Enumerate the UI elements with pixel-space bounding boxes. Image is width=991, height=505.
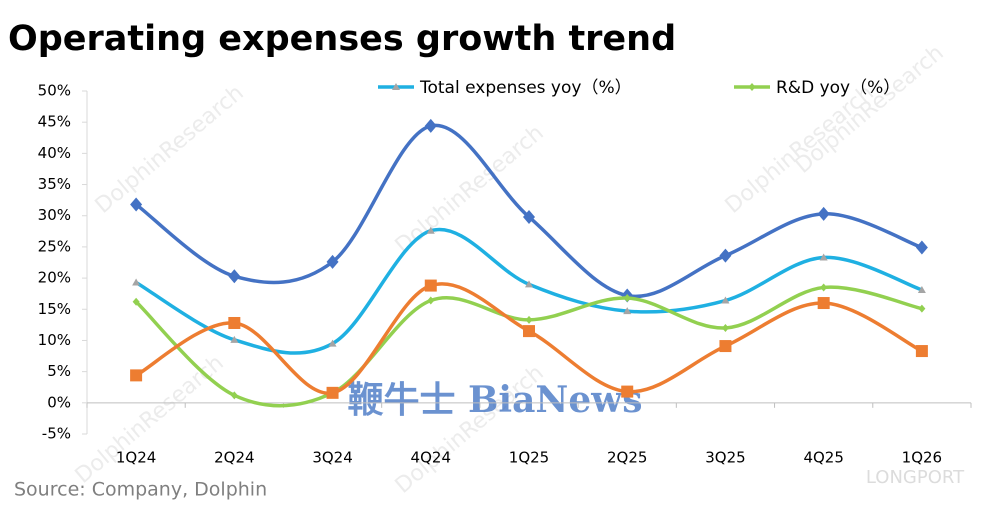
marker	[230, 335, 239, 343]
x-tick-label: 2Q25	[607, 449, 647, 467]
x-tick-label: 3Q24	[312, 449, 352, 467]
y-tick-label: 20%	[38, 269, 71, 287]
x-tick-label: 1Q24	[116, 449, 156, 467]
marker	[132, 297, 140, 306]
x-tick-label: 4Q24	[411, 449, 451, 467]
y-tick-label: 50%	[38, 82, 71, 100]
marker	[392, 83, 400, 90]
marker	[623, 294, 631, 303]
series-line	[135, 123, 923, 299]
y-tick-label: -5%	[42, 425, 71, 443]
y-tick-label: 25%	[38, 237, 71, 255]
y-tick-label: 45%	[38, 113, 71, 131]
source: Source: Company, Dolphin	[14, 479, 267, 501]
marker	[132, 278, 141, 286]
marker	[719, 340, 732, 353]
marker	[130, 369, 143, 382]
marker	[525, 315, 533, 324]
marker	[523, 209, 535, 224]
marker	[525, 280, 533, 288]
marker	[819, 253, 828, 261]
marker	[721, 296, 730, 304]
watermark: 鞭牛士 BiaNews	[347, 379, 642, 421]
y-tick-label: 5%	[47, 362, 71, 380]
marker	[228, 269, 241, 284]
x-tick-label: 1Q26	[902, 449, 942, 467]
marker	[424, 118, 437, 133]
marker	[817, 206, 830, 221]
x-tick-label: 4Q25	[803, 449, 843, 467]
marker	[820, 283, 828, 292]
marker	[228, 316, 241, 329]
marker	[748, 83, 756, 91]
marker	[326, 254, 339, 269]
y-tick-label: 35%	[38, 175, 71, 193]
marker	[721, 323, 729, 332]
x-tick-label: 2Q24	[214, 449, 254, 467]
y-tick-label: 30%	[38, 206, 71, 224]
series-line	[135, 227, 923, 355]
marker	[326, 386, 339, 399]
chart-title: Operating expenses growth trend	[8, 19, 676, 59]
marker	[623, 307, 632, 315]
y-tick-label: 40%	[38, 144, 71, 162]
marker	[915, 240, 928, 255]
marker	[426, 226, 435, 234]
marker	[130, 197, 143, 212]
y-tick-label: 10%	[38, 331, 71, 349]
marker	[915, 345, 928, 358]
y-tick-label: 15%	[38, 300, 71, 318]
series-line	[135, 282, 923, 395]
marker	[918, 304, 926, 313]
marker	[427, 296, 435, 305]
legend-label: R&D yoy（%）	[776, 78, 900, 98]
marker	[817, 297, 830, 310]
watermark: LONGPORT	[866, 467, 965, 488]
x-tick-label: 3Q25	[705, 449, 745, 467]
marker	[328, 339, 337, 347]
y-tick-label: 0%	[47, 393, 71, 411]
marker	[621, 385, 634, 398]
marker	[917, 285, 926, 293]
marker	[719, 248, 732, 263]
marker	[230, 391, 238, 400]
marker	[424, 279, 437, 292]
legend-label: Total expenses yoy（%）	[419, 78, 632, 98]
x-tick-label: 1Q25	[509, 449, 549, 467]
marker	[523, 325, 535, 338]
